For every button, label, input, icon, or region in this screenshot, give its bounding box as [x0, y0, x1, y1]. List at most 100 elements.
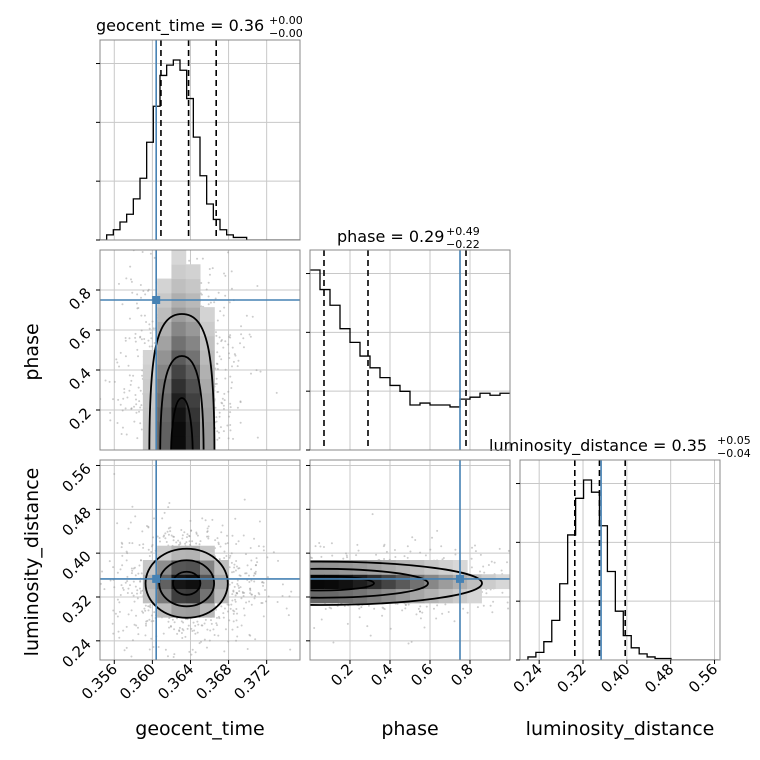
sample-point — [220, 358, 223, 361]
sample-point — [320, 618, 323, 621]
sample-point — [201, 257, 204, 260]
sample-point — [302, 579, 304, 581]
sample-point — [194, 632, 197, 635]
sample-point — [123, 387, 126, 390]
sample-point — [282, 574, 284, 576]
sample-point — [227, 343, 230, 346]
sample-point — [188, 540, 191, 543]
sample-point — [269, 661, 271, 663]
sample-point — [173, 621, 176, 624]
sample-point — [239, 421, 242, 424]
sample-point — [162, 632, 165, 635]
sample-point — [184, 635, 187, 638]
sample-point — [194, 651, 197, 654]
sample-point — [216, 237, 218, 239]
sample-point — [542, 574, 544, 576]
sample-point — [230, 287, 233, 290]
sample-point — [130, 572, 133, 575]
sample-point — [235, 542, 238, 545]
sample-point — [233, 580, 235, 582]
sample-point — [87, 570, 89, 572]
sample-point — [273, 589, 275, 591]
sample-point — [268, 590, 270, 592]
sample-point — [135, 611, 137, 613]
ylabel-phase: phase — [21, 323, 43, 380]
sample-point — [232, 360, 235, 363]
sample-point — [262, 532, 264, 534]
sample-point — [138, 400, 141, 403]
sample-point — [572, 582, 574, 584]
sample-point — [119, 593, 122, 596]
sample-point — [136, 592, 139, 595]
sample-point — [196, 631, 199, 634]
sample-point — [643, 595, 645, 597]
sample-point — [144, 624, 147, 627]
sample-point — [561, 614, 563, 616]
sample-point — [88, 618, 90, 620]
sample-point — [120, 546, 123, 549]
sample-point — [95, 569, 97, 571]
sample-point — [113, 586, 116, 589]
sample-point — [322, 546, 325, 549]
sample-point — [310, 557, 313, 560]
sample-point — [516, 598, 518, 600]
sample-point — [432, 607, 435, 610]
sample-point — [330, 542, 333, 545]
sample-point — [240, 594, 242, 596]
sample-point — [383, 543, 386, 546]
sample-point — [156, 535, 159, 538]
sample-point — [258, 593, 261, 596]
sample-point — [257, 545, 260, 548]
density-cell — [171, 250, 187, 265]
density-cell — [410, 560, 425, 575]
sample-point — [150, 637, 153, 640]
sample-point — [243, 584, 245, 586]
sample-point — [285, 586, 287, 588]
sample-point — [385, 550, 388, 553]
sample-point — [97, 570, 99, 572]
sample-point — [235, 588, 237, 590]
truth-marker — [456, 574, 464, 583]
sample-point — [474, 550, 477, 553]
sample-point — [135, 624, 138, 627]
sample-point — [116, 422, 119, 425]
sample-point — [135, 398, 138, 401]
sample-point — [103, 588, 106, 591]
sample-point — [214, 367, 217, 370]
sample-point — [116, 598, 119, 601]
sample-point — [179, 542, 182, 545]
sample-point — [222, 407, 225, 410]
xlabel-luminosity-distance: luminosity_distance — [526, 718, 715, 740]
contour-level-2 — [144, 547, 229, 619]
sample-point — [290, 584, 292, 586]
sample-point — [173, 628, 176, 631]
sample-point — [96, 573, 98, 575]
sample-point — [514, 593, 516, 595]
sample-point — [222, 430, 225, 433]
sample-point — [224, 628, 227, 631]
sample-point — [673, 566, 675, 568]
sample-point — [242, 595, 245, 598]
density-cell — [438, 560, 454, 575]
sample-point — [297, 547, 299, 549]
sample-point — [114, 612, 117, 615]
sample-point — [105, 628, 107, 630]
sample-point — [253, 597, 256, 600]
sample-point — [130, 379, 133, 382]
sample-point — [222, 314, 225, 317]
sample-point — [276, 588, 278, 590]
sample-point — [121, 554, 124, 557]
sample-point — [548, 592, 550, 594]
sample-point — [97, 588, 99, 590]
sample-point — [137, 307, 140, 310]
sample-point — [272, 551, 275, 554]
sample-point — [132, 567, 135, 570]
contour-level-2 — [310, 560, 483, 606]
sample-point — [462, 607, 465, 610]
density-cell — [171, 435, 187, 450]
density-clip-group — [88, 460, 300, 663]
sample-point — [302, 587, 304, 589]
sample-point — [278, 557, 280, 559]
title-luminosity-distance-minus: −0.04 — [717, 447, 751, 460]
sample-point — [105, 581, 107, 583]
